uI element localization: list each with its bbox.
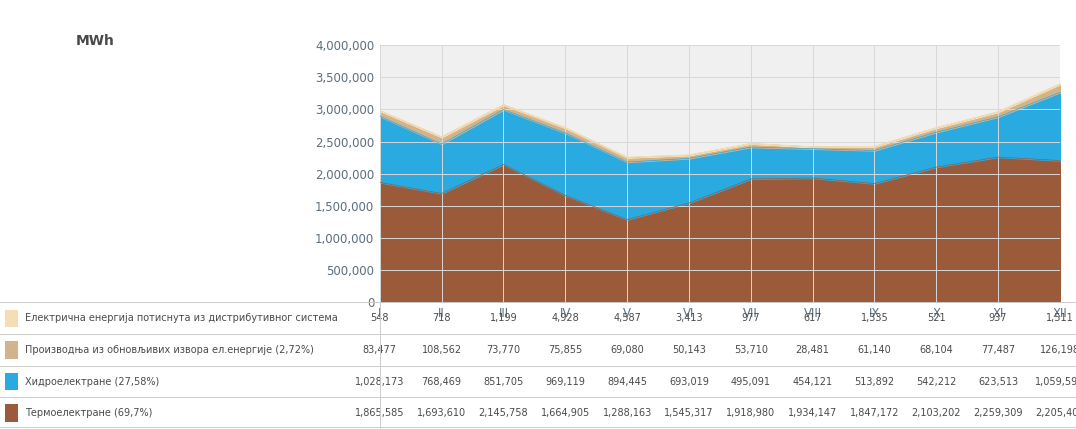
Text: Хидроелектране (27,58%): Хидроелектране (27,58%) <box>25 377 159 387</box>
Text: MWh: MWh <box>75 34 114 48</box>
Text: 2,205,405: 2,205,405 <box>1035 408 1076 418</box>
Text: 1,664,905: 1,664,905 <box>540 408 590 418</box>
Text: 77,487: 77,487 <box>981 345 1015 355</box>
Text: 851,705: 851,705 <box>483 377 524 387</box>
Text: 768,469: 768,469 <box>422 377 462 387</box>
Text: 894,445: 894,445 <box>607 377 647 387</box>
Text: Производња из обновљивих извора ел.енергије (2,72%): Производња из обновљивих извора ел.енерг… <box>25 345 313 355</box>
Text: 623,513: 623,513 <box>978 377 1018 387</box>
Text: 126,198: 126,198 <box>1039 345 1076 355</box>
Text: 1,059,598: 1,059,598 <box>1035 377 1076 387</box>
Text: Термоелектране (69,7%): Термоелектране (69,7%) <box>25 408 152 418</box>
Text: 1,918,980: 1,918,980 <box>726 408 776 418</box>
Text: 1,199: 1,199 <box>490 313 518 323</box>
Text: 617: 617 <box>804 313 822 323</box>
Text: 1,335: 1,335 <box>861 313 889 323</box>
Text: 73,770: 73,770 <box>486 345 521 355</box>
Text: 718: 718 <box>433 313 451 323</box>
Text: 28,481: 28,481 <box>795 345 830 355</box>
Text: 4,587: 4,587 <box>613 313 641 323</box>
Text: 513,892: 513,892 <box>854 377 894 387</box>
Text: 2,103,202: 2,103,202 <box>911 408 961 418</box>
Text: 1,288,163: 1,288,163 <box>603 408 652 418</box>
Text: 3,413: 3,413 <box>675 313 703 323</box>
Text: 108,562: 108,562 <box>422 345 462 355</box>
Text: 69,080: 69,080 <box>610 345 645 355</box>
Text: 83,477: 83,477 <box>363 345 397 355</box>
Text: 1,511: 1,511 <box>1046 313 1074 323</box>
Text: 969,119: 969,119 <box>546 377 585 387</box>
Text: 2,145,758: 2,145,758 <box>479 408 528 418</box>
Text: 693,019: 693,019 <box>669 377 709 387</box>
Text: 977: 977 <box>741 313 760 323</box>
Text: 495,091: 495,091 <box>731 377 770 387</box>
Text: 548: 548 <box>370 313 390 323</box>
Text: 61,140: 61,140 <box>858 345 891 355</box>
Text: 4,928: 4,928 <box>551 313 579 323</box>
Text: 521: 521 <box>926 313 946 323</box>
Text: Електрична енергија потиснута из дистрибутивног система: Електрична енергија потиснута из дистриб… <box>25 313 338 323</box>
Text: 454,121: 454,121 <box>793 377 833 387</box>
Text: 75,855: 75,855 <box>548 345 582 355</box>
Text: 68,104: 68,104 <box>919 345 953 355</box>
Text: 1,693,610: 1,693,610 <box>417 408 466 418</box>
Text: 1,865,585: 1,865,585 <box>355 408 405 418</box>
Text: 542,212: 542,212 <box>916 377 957 387</box>
Text: 50,143: 50,143 <box>672 345 706 355</box>
Text: 1,847,172: 1,847,172 <box>850 408 900 418</box>
Text: 1,545,317: 1,545,317 <box>664 408 713 418</box>
Text: 53,710: 53,710 <box>734 345 768 355</box>
Text: 1,028,173: 1,028,173 <box>355 377 405 387</box>
Text: 937: 937 <box>989 313 1007 323</box>
Text: 2,259,309: 2,259,309 <box>974 408 1023 418</box>
Text: 1,934,147: 1,934,147 <box>788 408 837 418</box>
